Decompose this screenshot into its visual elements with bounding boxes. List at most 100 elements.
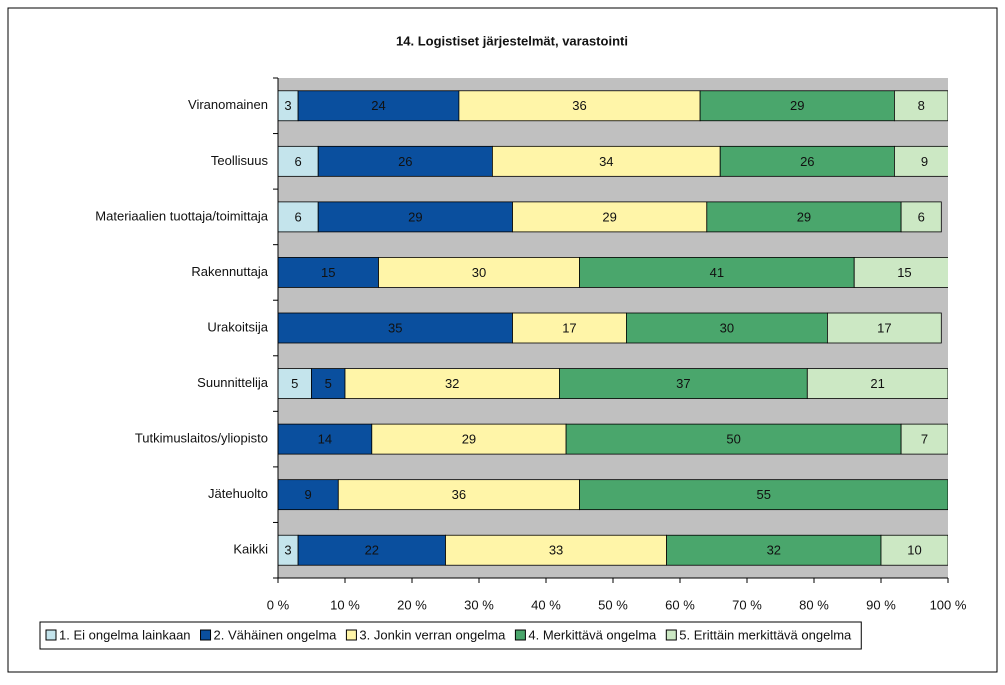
x-tick-label: 90 % [866,597,896,612]
x-tick-label: 80 % [799,597,829,612]
x-tick-label: 30 % [464,597,494,612]
data-label: 3 [284,543,291,558]
y-tick-label: Suunnittelija [197,375,269,390]
bar-segment [699,90,895,122]
bar-segment [900,423,948,455]
y-tick-label: Materiaalien tuottaja/toimittaja [95,208,268,223]
legend-swatch [200,629,212,641]
data-label: 29 [790,98,804,113]
legend-swatch [345,629,357,641]
bar-segment [278,423,373,455]
bar-segment [880,534,948,566]
data-label: 33 [549,543,563,558]
data-label: 29 [462,432,476,447]
data-label: 55 [757,487,771,502]
x-tick-label: 10 % [330,597,360,612]
data-label: 29 [408,209,422,224]
y-tick-label: Tutkimuslaitos/yliopisto [135,431,268,446]
data-label: 29 [602,209,616,224]
bar-segment [311,368,346,399]
data-label: 9 [305,487,312,502]
bar-segment [853,257,948,288]
chart-title: 14. Logistiset järjestelmät, varastointi [396,33,628,48]
x-tick-label: 50 % [598,597,628,612]
data-label: 26 [398,154,412,169]
data-label: 8 [918,98,925,113]
bar-segment [719,145,895,177]
x-tick-label: 0 % [267,597,290,612]
y-tick-label: Rakennuttaja [191,264,268,279]
data-label: 7 [921,432,928,447]
bar-segment [317,145,493,177]
legend-swatch [514,629,526,641]
legend-label: 2. Vähäinen ongelma [214,627,338,642]
x-tick-label: 40 % [531,597,561,612]
data-label: 6 [918,209,925,224]
data-label: 10 [907,543,921,558]
bar-segment [579,257,855,288]
bar-segment [894,90,948,122]
data-label: 36 [572,98,586,113]
bar-segment [565,423,902,455]
data-label: 6 [294,154,301,169]
data-label: 5 [325,376,332,391]
data-label: 21 [870,376,884,391]
data-label: 34 [599,154,613,169]
x-tick-label: 60 % [665,597,695,612]
x-tick-label: 20 % [397,597,427,612]
data-label: 9 [921,154,928,169]
bar-segment [278,312,513,344]
bar-segment [666,534,882,566]
bar-segment [278,479,339,511]
legend-label: 3. Jonkin verran ongelma [359,627,506,642]
data-label: 30 [472,265,486,280]
data-label: 6 [294,209,301,224]
y-tick-label: Viranomainen [188,97,268,112]
y-tick-label: Jätehuolto [208,486,268,501]
y-tick-label: Teollisuus [211,153,269,168]
bar-segment [900,201,942,233]
data-label: 32 [445,376,459,391]
bar-segment [278,201,319,233]
legend-swatch [45,629,57,641]
y-tick-label: Kaikki [233,542,268,557]
data-label: 26 [800,154,814,169]
legend-label: 5. Erittäin merkittävä ongelma [679,627,852,642]
bar-segment [317,201,513,233]
data-label: 14 [318,432,332,447]
bar-segment [894,145,948,177]
data-label: 30 [720,320,734,335]
x-tick-label: 70 % [732,597,762,612]
bar-segment [512,201,708,233]
data-label: 5 [291,376,298,391]
bar-segment [806,368,948,399]
data-label: 17 [562,320,576,335]
data-label: 22 [365,543,379,558]
data-label: 50 [726,432,740,447]
data-label: 3 [284,98,291,113]
y-tick-label: Urakoitsija [207,319,268,334]
legend-label: 4. Merkittävä ongelma [528,627,657,642]
data-label: 17 [877,320,891,335]
bar-segment [278,368,312,399]
data-label: 15 [321,265,335,280]
data-label: 36 [452,487,466,502]
data-label: 29 [797,209,811,224]
legend [39,621,862,650]
bar-segment [344,368,560,399]
bar-segment [445,534,668,566]
data-label: 35 [388,320,402,335]
bar-segment [626,312,828,344]
data-label: 24 [371,98,385,113]
legend-label: 1. Ei ongelma lainkaan [59,627,191,642]
x-tick-label: 100 % [930,597,967,612]
bar-segment [371,423,567,455]
data-label: 41 [710,265,724,280]
bar-segment [827,312,942,344]
data-label: 32 [767,543,781,558]
data-label: 37 [676,376,690,391]
bar-segment [579,479,948,511]
legend-swatch [665,629,677,641]
